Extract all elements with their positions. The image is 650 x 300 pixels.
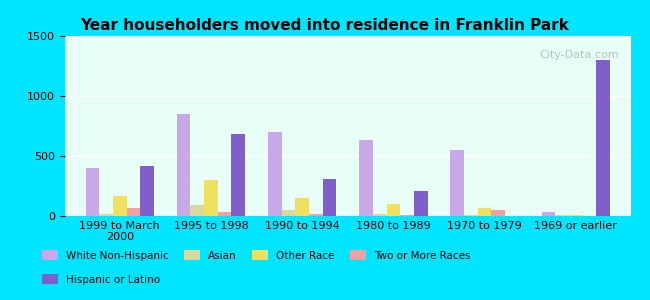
Bar — [450, 150, 464, 216]
Bar — [113, 196, 127, 216]
Text: Year householders moved into residence in Franklin Park: Year householders moved into residence i… — [81, 18, 569, 33]
Bar — [541, 212, 555, 216]
Legend: White Non-Hispanic, Asian, Other Race, Two or More Races: White Non-Hispanic, Asian, Other Race, T… — [38, 246, 475, 265]
Bar — [204, 180, 218, 216]
Bar — [177, 114, 190, 216]
Bar — [86, 168, 99, 216]
Bar — [596, 60, 610, 216]
Bar — [190, 205, 204, 216]
Bar — [295, 198, 309, 216]
Bar — [309, 214, 322, 216]
Bar — [569, 215, 582, 216]
Bar — [268, 132, 281, 216]
Bar — [414, 191, 428, 216]
Bar — [127, 208, 140, 216]
Bar — [218, 212, 231, 216]
Bar — [140, 166, 154, 216]
Bar — [555, 215, 569, 216]
Bar — [359, 140, 373, 216]
Bar — [400, 215, 414, 216]
Bar — [387, 204, 400, 216]
Bar — [491, 210, 505, 216]
Bar — [231, 134, 245, 216]
Bar — [322, 179, 336, 216]
Bar — [99, 214, 113, 216]
Bar — [478, 208, 491, 216]
Bar — [281, 210, 295, 216]
Legend: Hispanic or Latino: Hispanic or Latino — [38, 270, 164, 289]
Bar — [464, 215, 478, 216]
Bar — [373, 214, 387, 216]
Text: City-Data.com: City-Data.com — [540, 50, 619, 60]
